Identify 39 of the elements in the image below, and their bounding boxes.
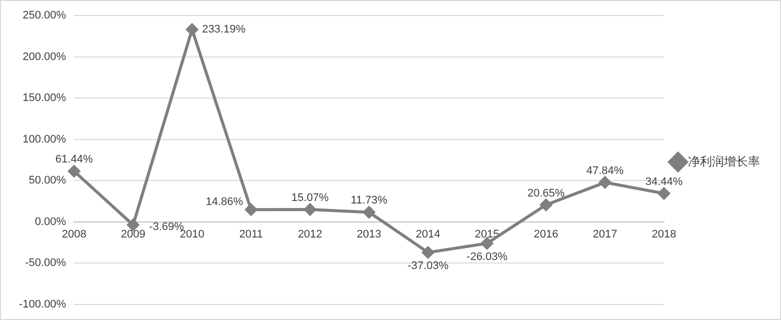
x-tick-label: 2018 <box>652 228 676 241</box>
point <box>481 237 494 250</box>
y-tick-label: -50.00% <box>25 257 66 270</box>
data-label: 34.44% <box>645 176 683 188</box>
y-tick-label: 200.00% <box>22 50 66 63</box>
point <box>363 206 376 218</box>
data-label: 233.19% <box>202 24 246 36</box>
point <box>599 176 612 188</box>
point <box>304 203 316 216</box>
x-tick-label: 2009 <box>120 228 146 241</box>
data-label: 11.73% <box>350 194 388 207</box>
y-tick-label: -100.00% <box>18 298 66 310</box>
point <box>245 204 258 216</box>
data-label: 20.65% <box>527 187 565 200</box>
legend-label: 净利润增长率 <box>688 154 760 168</box>
y-tick-label: 150.00% <box>22 92 66 104</box>
data-label: 14.86% <box>206 196 244 208</box>
data-label: 15.07% <box>291 192 329 204</box>
x-tick-label: 2008 <box>62 228 86 241</box>
point <box>658 187 670 200</box>
y-tick-label: 0.00% <box>34 216 66 228</box>
point <box>540 198 552 211</box>
data-label: -37.03% <box>408 260 449 272</box>
x-tick-label: 2017 <box>592 228 618 241</box>
y-tick-label: 100.00% <box>22 133 66 146</box>
x-tick-label: 2016 <box>534 228 558 241</box>
x-tick-label: 2010 <box>180 228 204 241</box>
x-tick-label: 2011 <box>239 228 263 241</box>
point <box>68 165 80 178</box>
data-label: 47.84% <box>586 164 624 177</box>
point <box>186 23 198 36</box>
point <box>422 246 434 258</box>
x-tick-label: 2012 <box>298 228 322 241</box>
y-tick-label: 50.00% <box>28 174 66 187</box>
data-label: -26.03% <box>466 250 508 263</box>
y-tick-label: 250.00% <box>22 10 66 22</box>
x-tick-label: 2014 <box>416 228 440 241</box>
data-label: 61.44% <box>55 154 93 166</box>
x-tick-label: 2013 <box>356 228 382 241</box>
